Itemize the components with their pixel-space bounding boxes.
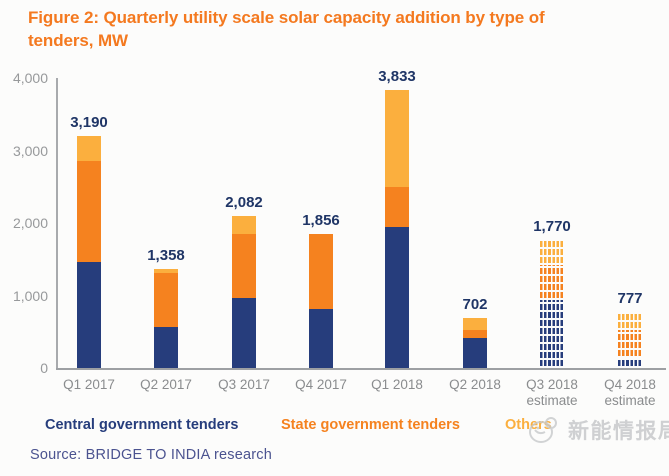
chart-title-line2: tenders, MW [28,31,128,50]
x-tick-label: Q1 2017 [63,377,115,392]
x-tick-label: Q2 2018 [449,377,501,392]
bar-segment [309,234,333,309]
x-tick-label: Q3 2018 estimate [513,377,591,409]
mascot-icon [529,417,557,443]
x-tick-label: Q1 2018 [371,377,423,392]
bar-segment [618,330,642,358]
bar-segment [385,227,409,368]
y-tick-label: 4,000 [12,70,48,86]
chart-title-line1: Figure 2: Quarterly utility scale solar … [28,8,545,27]
bar-total-label: 3,833 [378,68,416,85]
bar-segment [77,262,101,368]
bar-segment [463,330,487,338]
x-tick-label: Q4 2017 [295,377,347,392]
bar-segment [309,309,333,368]
bar-total-label: 3,190 [70,114,108,131]
bar-segment [540,300,564,368]
bar-segment [618,358,642,368]
bar-segment [540,265,564,300]
y-tick-label: 1,000 [12,287,48,304]
bar-segment [385,187,409,227]
bar-segment [385,90,409,187]
watermark-text: 新能情报局 [568,420,669,443]
y-axis-line [56,78,58,369]
chart-title: Figure 2: Quarterly utility scale solar … [28,6,656,52]
bar-segment [618,312,642,330]
bar-segment [463,338,487,368]
bar-segment [154,327,178,368]
bar-segment [232,298,256,368]
x-tick-sublabel: estimate [604,393,656,408]
bar-total-label: 777 [617,290,643,307]
bar-segment [77,161,101,262]
y-tick-label: 2,000 [12,215,48,231]
legend-item: State government tenders [281,417,460,433]
x-tick-label: Q2 2017 [140,377,192,392]
bar-segment [154,273,178,327]
y-tick-label: 0 [40,360,48,376]
bar-total-label: 1,856 [302,212,340,229]
bar-segment [232,234,256,298]
x-tick-label: Q3 2017 [218,377,270,392]
bar-segment [463,318,487,330]
y-tick-label: 3,000 [12,142,48,159]
legend-item: Central government tenders [45,417,239,433]
bar-segment [77,136,101,161]
x-tick-label: Q4 2018 estimate [591,377,669,409]
bar-total-label: 1,770 [533,218,571,235]
bar-segment [540,240,564,265]
source-note: Source: BRIDGE TO INDIA research [30,447,272,463]
watermark: 新能情报局 [527,415,669,445]
bar-total-label: 1,358 [147,247,185,264]
legend-item: Others [505,417,552,433]
x-tick-sublabel: estimate [526,393,578,408]
bar-total-label: 2,082 [225,194,263,211]
bar-segment [232,216,256,234]
bar-segment [154,269,178,273]
x-axis-baseline [56,368,666,370]
bar-total-label: 702 [462,296,488,313]
